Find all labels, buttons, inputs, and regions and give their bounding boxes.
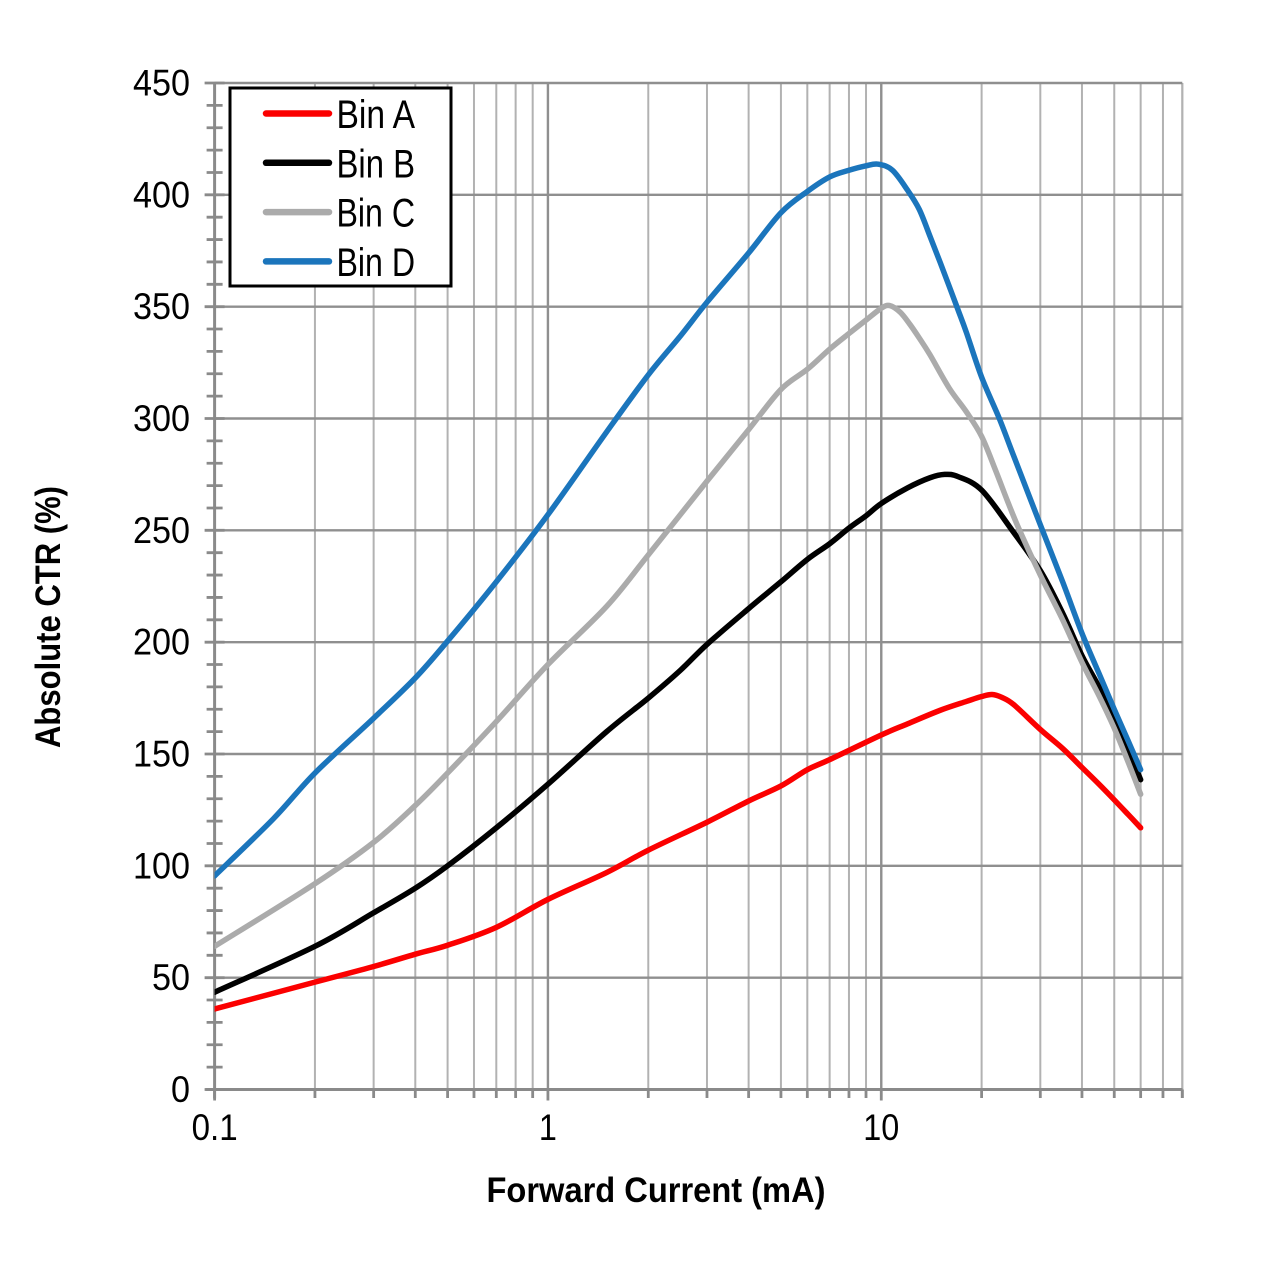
- svg-text:450: 450: [133, 63, 190, 104]
- svg-text:10: 10: [863, 1107, 899, 1148]
- svg-text:Forward Current (mA): Forward Current (mA): [487, 1171, 826, 1210]
- svg-text:Bin B: Bin B: [337, 142, 416, 186]
- svg-text:0: 0: [171, 1069, 190, 1110]
- svg-text:200: 200: [133, 622, 190, 663]
- svg-text:250: 250: [133, 510, 190, 551]
- svg-text:Bin A: Bin A: [337, 93, 416, 137]
- svg-text:Bin C: Bin C: [337, 192, 416, 236]
- svg-text:350: 350: [133, 286, 190, 327]
- svg-text:50: 50: [152, 957, 190, 998]
- svg-text:300: 300: [133, 398, 190, 439]
- svg-text:Absolute CTR (%): Absolute CTR (%): [29, 486, 68, 748]
- svg-text:400: 400: [133, 174, 190, 215]
- svg-text:0.1: 0.1: [192, 1107, 238, 1148]
- svg-text:Bin D: Bin D: [337, 241, 416, 285]
- svg-text:150: 150: [133, 734, 190, 775]
- svg-text:100: 100: [133, 845, 190, 886]
- svg-text:1: 1: [539, 1107, 557, 1148]
